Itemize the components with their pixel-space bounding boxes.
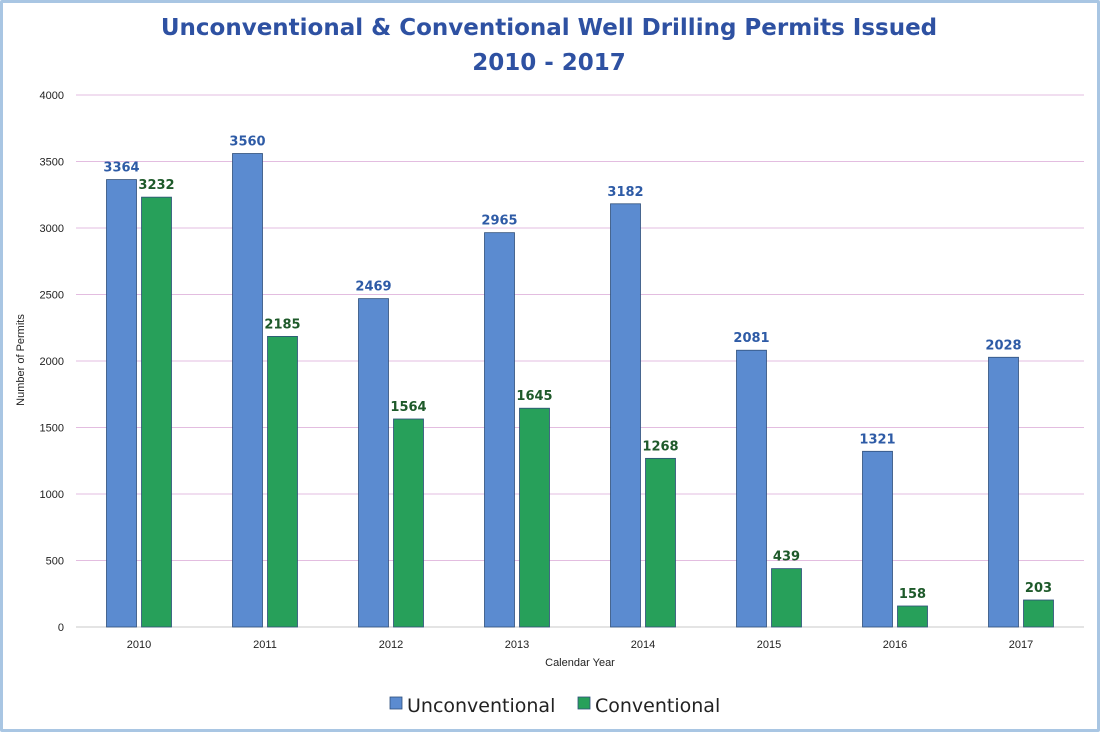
bar-unconventional-2011 [232, 153, 263, 628]
y-tick-label: 500 [46, 556, 64, 568]
data-labels: 3364 3232 3560 2185 2469 1564 2965 1645 3182 1268… [103, 135, 1052, 602]
bar-conventional-2010 [141, 196, 172, 628]
x-tick-label: 2013 [505, 639, 529, 651]
data-label-unconventional-2012: 2469 [355, 280, 391, 295]
data-label-conventional-2015: 439 [773, 550, 800, 565]
x-tick-label: 2012 [379, 639, 403, 651]
bar-unconventional-2014 [610, 203, 641, 628]
x-tick-label: 2011 [253, 639, 277, 651]
data-label-conventional-2017: 203 [1025, 581, 1052, 596]
data-label-unconventional-2016: 1321 [859, 432, 895, 447]
x-tick-label: 2015 [757, 639, 781, 651]
data-label-unconventional-2015: 2081 [733, 331, 769, 346]
x-axis-label: Calendar Year [545, 657, 615, 669]
y-tick-label: 1500 [40, 423, 64, 435]
legend-label-conventional: Conventional [595, 695, 720, 717]
y-axis-ticks: 0 500 1000 1500 2000 2500 3000 3500 4000 [40, 90, 64, 634]
y-tick-label: 2000 [40, 356, 64, 368]
y-tick-label: 4000 [40, 90, 64, 102]
bar-unconventional-2012 [358, 298, 389, 628]
bar-conventional-2016 [897, 605, 928, 628]
bar-unconventional-2016 [862, 450, 893, 628]
data-label-unconventional-2010: 3364 [103, 161, 139, 176]
bars [106, 153, 1054, 628]
bar-conventional-2015 [771, 568, 802, 628]
bar-unconventional-2013 [484, 232, 515, 628]
x-tick-label: 2010 [127, 639, 151, 651]
gridlines [76, 94, 1084, 628]
bar-unconventional-2010 [106, 179, 137, 628]
x-tick-label: 2016 [883, 639, 907, 651]
bar-conventional-2017 [1023, 599, 1054, 628]
data-label-unconventional-2011: 3560 [229, 135, 265, 150]
data-label-unconventional-2017: 2028 [985, 338, 1021, 353]
y-tick-label: 1000 [40, 489, 64, 501]
y-tick-label: 0 [58, 622, 64, 634]
data-label-conventional-2011: 2185 [264, 317, 300, 332]
y-axis-label: Number of Permits [15, 314, 27, 406]
data-label-conventional-2012: 1564 [390, 400, 426, 415]
y-tick-label: 2500 [40, 290, 64, 302]
bar-unconventional-2015 [736, 349, 767, 628]
legend-swatch-conventional [577, 696, 591, 710]
y-tick-label: 3500 [40, 157, 64, 169]
bar-conventional-2012 [393, 418, 424, 628]
data-label-conventional-2014: 1268 [642, 439, 678, 454]
legend-swatch-unconventional [389, 696, 403, 710]
data-label-unconventional-2013: 2965 [481, 214, 517, 229]
bar-conventional-2011 [267, 335, 298, 628]
legend: Unconventional Conventional [389, 695, 720, 717]
x-tick-label: 2017 [1009, 639, 1033, 651]
bar-conventional-2014 [645, 457, 676, 628]
data-label-conventional-2016: 158 [899, 587, 926, 602]
data-label-conventional-2013: 1645 [516, 389, 552, 404]
bar-unconventional-2017 [988, 356, 1019, 628]
x-tick-label: 2014 [631, 639, 655, 651]
x-axis-ticks: 2010 2011 2012 2013 2014 2015 2016 2017 [127, 639, 1033, 651]
legend-label-unconventional: Unconventional [407, 695, 555, 717]
y-tick-label: 3000 [40, 223, 64, 235]
data-label-conventional-2010: 3232 [138, 178, 174, 193]
bar-conventional-2013 [519, 407, 550, 628]
data-label-unconventional-2014: 3182 [607, 185, 643, 200]
chart-title-line-2: 2010 - 2017 [472, 50, 626, 76]
chart-title-line-1: Unconventional & Conventional Well Drill… [161, 15, 937, 41]
